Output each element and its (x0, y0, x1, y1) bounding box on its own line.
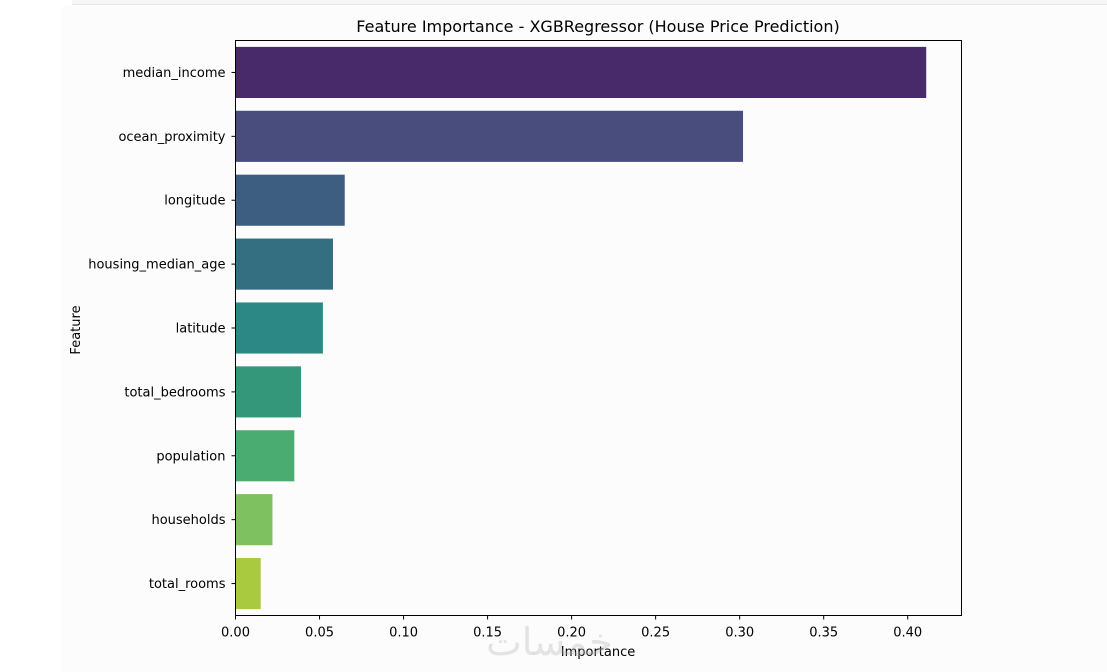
y-tick-label: housing_median_age (88, 258, 225, 273)
notebook-topbar (72, 0, 1107, 5)
x-tick-label: 0.30 (725, 626, 754, 641)
y-tick-label: total_rooms (149, 577, 226, 592)
y-tick-label: total_bedrooms (124, 385, 225, 400)
x-tick-label: 0.10 (389, 626, 418, 641)
y-tick-label: population (156, 449, 225, 464)
watermark-logo: خمسات (486, 620, 613, 664)
x-tick-label: 0.20 (557, 626, 586, 641)
x-tick-label: 0.25 (641, 626, 670, 641)
x-ticks: 0.00 0.05 0.10 0.15 0.20 0.25 0.30 0.35 0.40 (221, 615, 922, 641)
bar-longitude (235, 174, 345, 226)
chart-title: Feature Importance - XGBRegressor (House… (356, 17, 839, 36)
x-tick-label: 0.15 (473, 626, 502, 641)
y-tick-label: longitude (164, 194, 225, 209)
x-tick-label: 0.00 (221, 626, 250, 641)
x-tick-label: 0.05 (305, 626, 334, 641)
bar-households (235, 494, 273, 546)
y-tick-label: median_income (123, 66, 226, 81)
bar-housing-median-age (235, 238, 333, 290)
bar-total-bedrooms (235, 366, 302, 418)
y-tick-label: households (151, 513, 225, 528)
bars-group (235, 46, 927, 610)
x-axis-label: Importance (561, 645, 636, 660)
y-tick-labels: median_income ocean_proximity longitude hou… (88, 66, 236, 592)
bar-latitude (235, 302, 323, 354)
y-tick-label: latitude (176, 322, 226, 337)
bar-median-income (235, 46, 927, 98)
bar-population (235, 430, 295, 482)
y-axis-label: Feature (69, 305, 84, 354)
x-tick-label: 0.35 (809, 626, 838, 641)
y-tick-label: ocean_proximity (118, 130, 225, 145)
bar-ocean-proximity (235, 110, 744, 162)
x-tick-label: 0.40 (893, 626, 922, 641)
bar-total-rooms (235, 558, 261, 610)
